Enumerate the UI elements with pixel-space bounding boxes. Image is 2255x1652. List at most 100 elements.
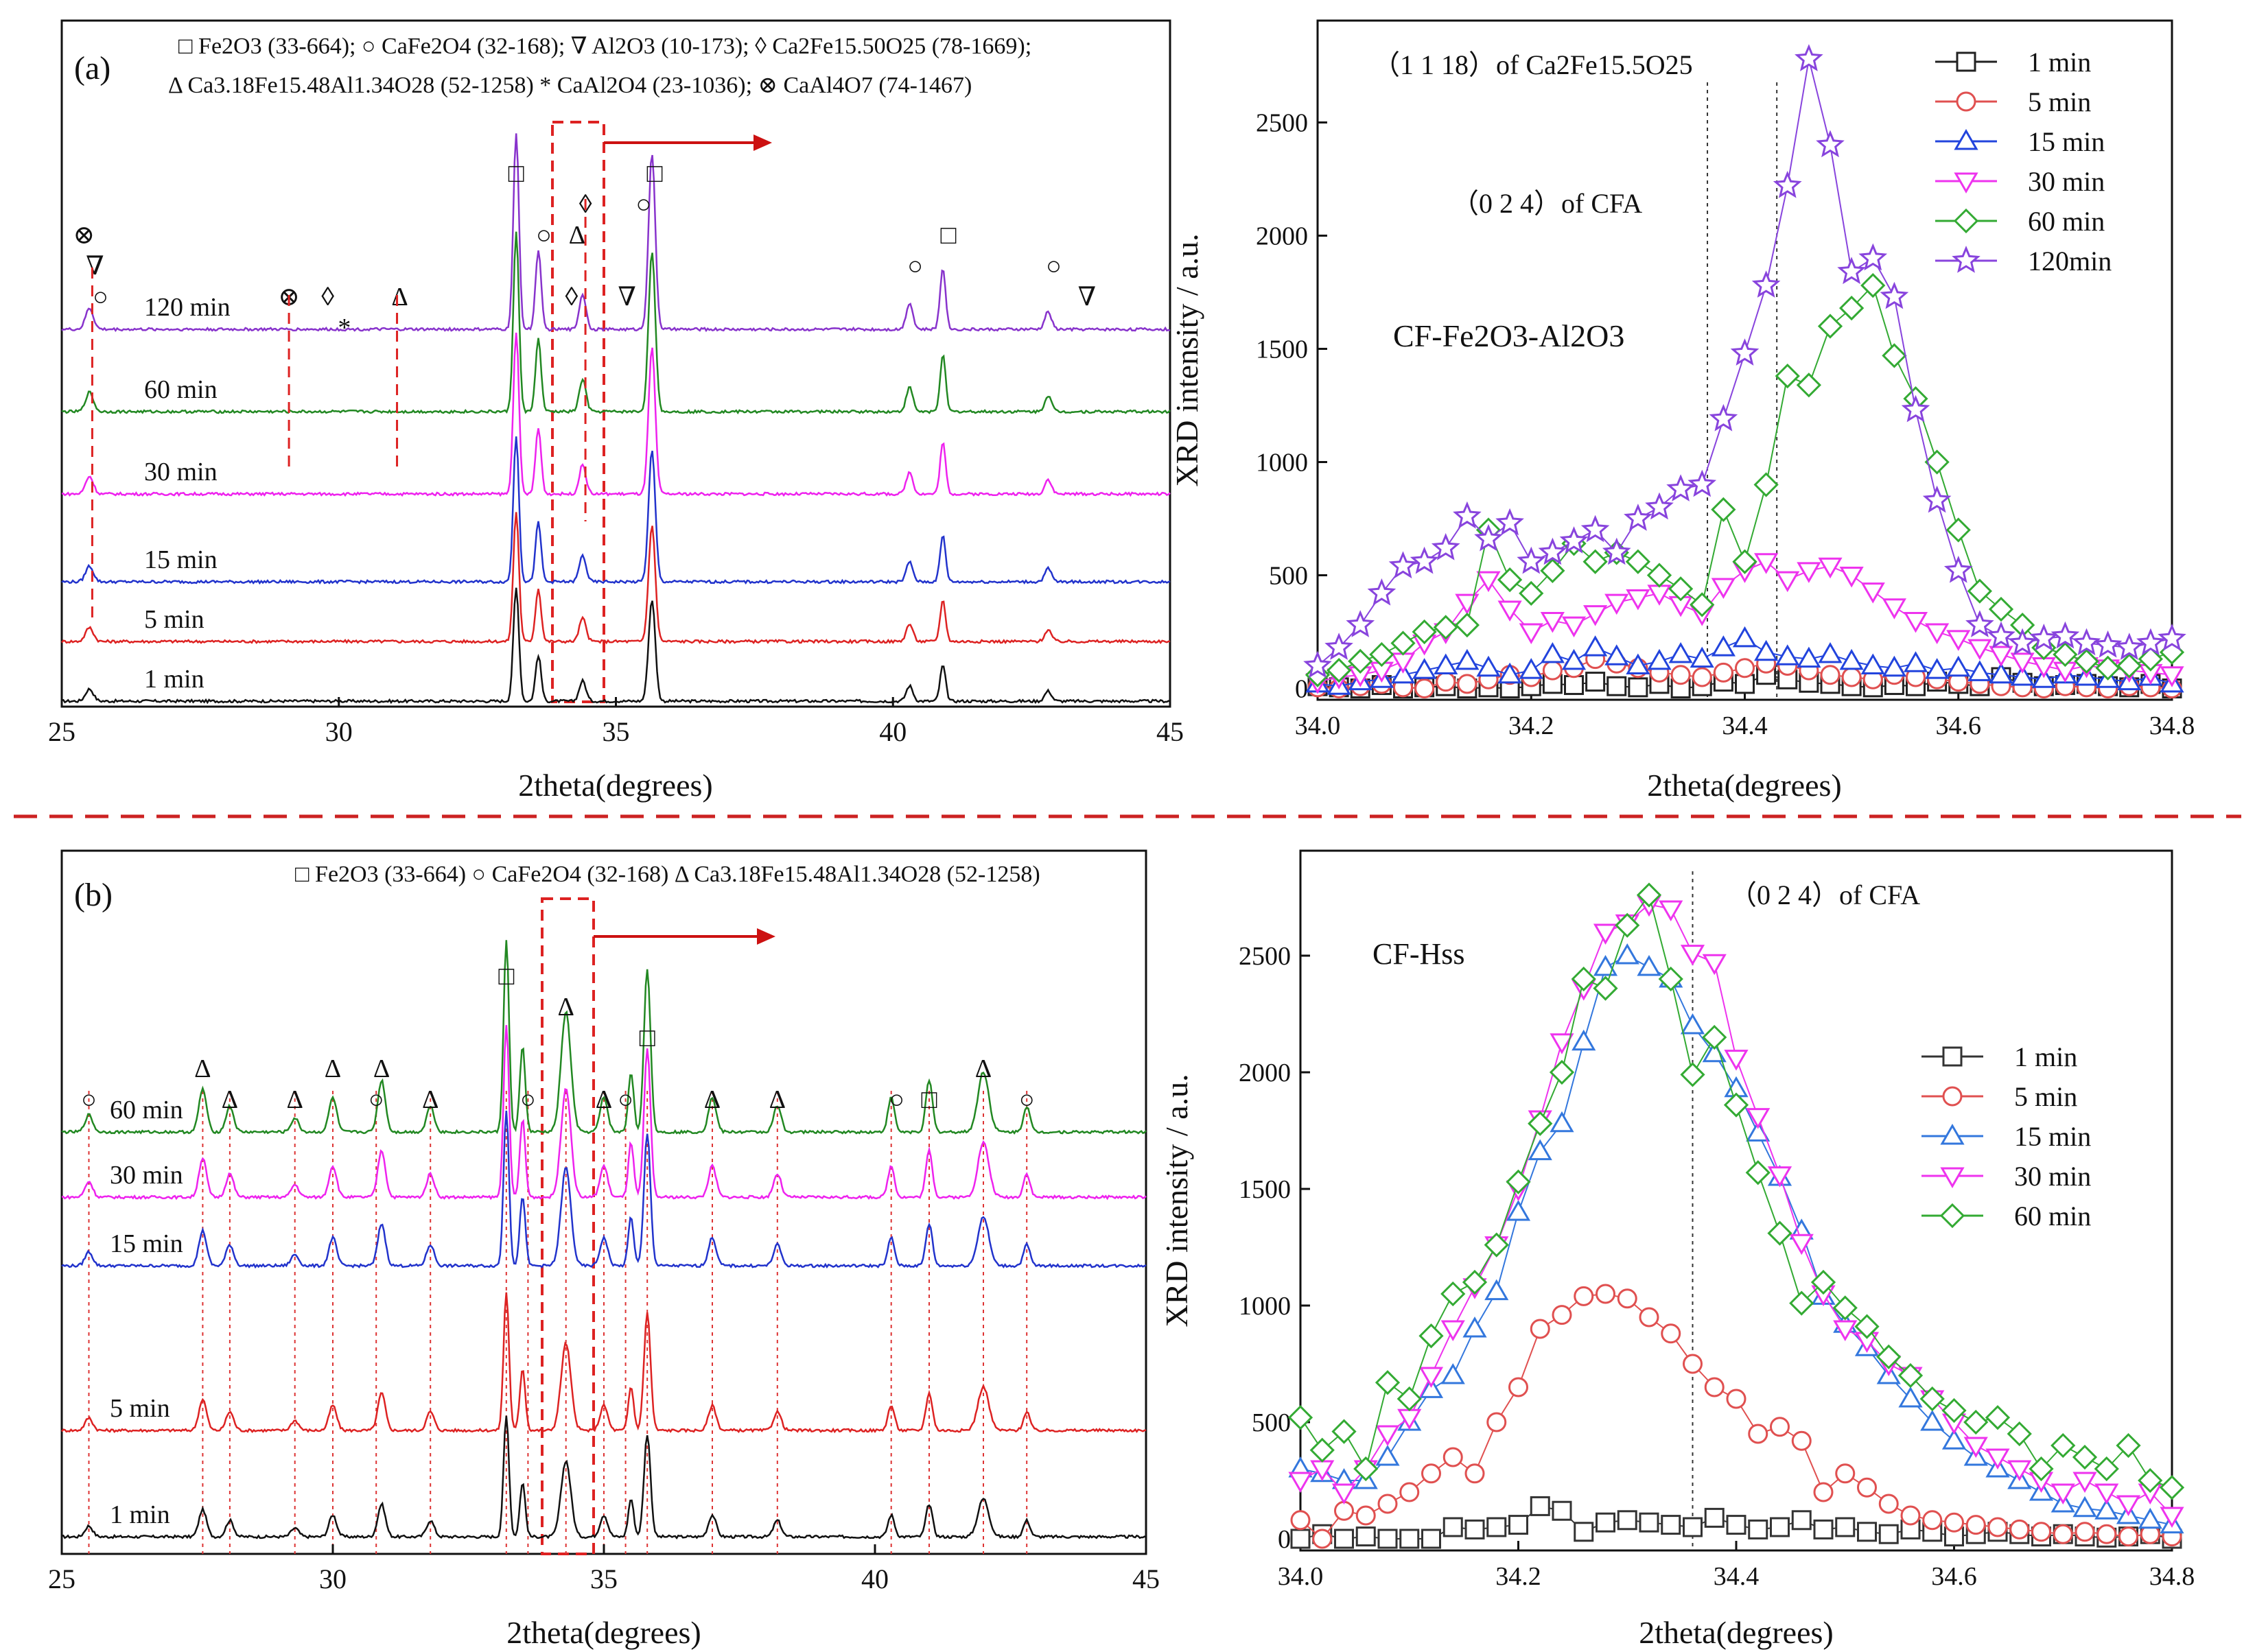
aR-point-30min-21 (1754, 553, 1779, 574)
bR-point-5min-36 (2075, 1522, 2095, 1542)
bR-point-60min-16 (1636, 882, 1662, 908)
bR-point-5min-4 (1377, 1494, 1398, 1514)
bR-point-1min-3 (1355, 1526, 1376, 1547)
bR-point-5min-13 (1574, 1286, 1594, 1306)
bR-point-5min-10 (1508, 1377, 1528, 1397)
bR-point-15min-8 (1462, 1316, 1487, 1338)
aR-point-15min-32 (1989, 662, 2013, 684)
aR-point-120min-24 (1816, 130, 1845, 158)
bR-point-30min-22 (1767, 1166, 1792, 1188)
aL-phase-marker-1: ∇ (86, 252, 104, 281)
aR-point-60min-17 (1668, 576, 1694, 602)
aR-point-120min-38 (2114, 633, 2144, 660)
aR-point-15min-16 (1647, 648, 1672, 670)
bR-point-15min-16 (1637, 954, 1661, 976)
aR-xtick-label-0: 34.0 (1295, 711, 1341, 740)
bR-ytick-label-0: 0 (1278, 1525, 1291, 1554)
aR-point-30min-12 (1561, 616, 1587, 638)
aR-point-15min-5 (1412, 658, 1437, 679)
aL-trace-5min (61, 512, 1171, 645)
aR-point-30min-9 (1497, 600, 1522, 622)
aR-xtick-label-2: 34.4 (1722, 711, 1768, 740)
bR-point-30min-4 (1375, 1425, 1400, 1447)
bR-point-1min-13 (1574, 1522, 1594, 1542)
bR-point-1min-19 (1704, 1507, 1725, 1528)
aR-point-15min-31 (1967, 660, 1992, 681)
bL-trace-1min (61, 1415, 1147, 1540)
bR-point-15min-14 (1593, 954, 1618, 976)
bR-ytick-label-4: 2000 (1239, 1059, 1291, 1087)
aR-point-60min-2 (1348, 648, 1373, 674)
chart-a-left-xlabel: 2theta(degrees) (518, 768, 713, 803)
bR-point-5min-34 (2031, 1522, 2051, 1542)
bR-xtick-label-2: 34.4 (1714, 1562, 1760, 1591)
aR-point-120min-6 (1431, 533, 1460, 560)
bR-point-30min-6 (1418, 1367, 1444, 1389)
bR-point-15min-18 (1680, 1013, 1705, 1035)
bL-trace-label-1min: 1 min (110, 1500, 170, 1529)
aR-point-60min-10 (1519, 580, 1544, 606)
aR-point-120min-9 (1495, 508, 1524, 536)
aR-point-15min-8 (1476, 655, 1501, 677)
aR-point-30min-19 (1711, 578, 1736, 600)
bR-point-30min-36 (2072, 1472, 2097, 1494)
chart-b-left-legend-line-1: □ Fe2O3 (33-664) ○ CaFe2O4 (32-168) Δ Ca… (295, 862, 1040, 887)
aL-phase-marker-16: □ (941, 221, 957, 250)
bL-phase-marker-2: Δ (222, 1085, 238, 1114)
aL-xtick-label-2: 35 (603, 716, 630, 747)
chart-b-left-xlabel: 2theta(degrees) (506, 1615, 701, 1650)
bR-point-5min-14 (1596, 1284, 1615, 1304)
bL-xtick-label-4: 45 (1132, 1564, 1160, 1594)
bR-point-5min-11 (1530, 1319, 1550, 1339)
bR-point-15min-39 (2138, 1507, 2162, 1529)
aR-point-60min-27 (1882, 343, 1907, 368)
aL-phase-marker-17: ○ (1046, 252, 1062, 281)
bR-point-5min-6 (1421, 1463, 1441, 1484)
aL-trace-30min (61, 332, 1171, 497)
aR-point-1min-15 (1628, 677, 1648, 698)
bR-point-30min-37 (2094, 1483, 2119, 1505)
chart-a-left-legend-line-2: Δ Ca3.18Fe15.48Al1.34O28 (52-1258) * CaA… (168, 73, 972, 98)
aR-point-120min-18 (1687, 469, 1717, 497)
aR-point-120min-27 (1880, 281, 1909, 309)
bR-ytick-label-3: 1500 (1239, 1175, 1291, 1204)
bL-trace-label-60min: 60 min (110, 1096, 183, 1124)
aR-point-30min-40 (2160, 666, 2184, 687)
aR-point-120min-40 (2158, 624, 2186, 651)
aR-point-15min-33 (2010, 664, 2035, 686)
aR-point-120min-23 (1795, 44, 1823, 71)
aR-point-5min-17 (1670, 665, 1691, 685)
aR-point-15min-12 (1561, 648, 1587, 670)
bR-point-15min-12 (1550, 1111, 1574, 1133)
aR-point-60min-31 (1967, 578, 1992, 604)
bR-point-15min-36 (2072, 1496, 2097, 1518)
aL-trace-label-15min: 15 min (144, 545, 218, 574)
bR-ytick-label-1: 500 (1252, 1408, 1291, 1437)
bR-point-1min-16 (1639, 1512, 1659, 1533)
bR-point-60min-29 (1919, 1386, 1945, 1412)
chart-a-right-xlabel: 2theta(degrees) (1647, 768, 1842, 803)
aL-phase-marker-12: ∇ (618, 283, 636, 311)
bR-point-60min-33 (2007, 1421, 2032, 1447)
aR-point-60min-30 (1946, 517, 1971, 543)
aR-point-30min-29 (1925, 623, 1950, 645)
aR-point-15min-15 (1626, 653, 1650, 674)
chart-a-right-title: CF-Fe2O3-Al2O3 (1393, 318, 1624, 353)
bR-point-1min-12 (1552, 1500, 1572, 1521)
bR-xtick-label-4: 34.8 (2149, 1562, 2195, 1591)
aR-legend-marker-30min (1954, 172, 1978, 194)
bR-point-1min-25 (1835, 1517, 1856, 1537)
aR-point-60min-26 (1860, 272, 1886, 298)
bL-phase-marker-3: Δ (286, 1085, 303, 1114)
bR-point-30min-14 (1593, 923, 1618, 945)
aR-xtick-label-3: 34.6 (1936, 711, 1982, 740)
aR-point-15min-28 (1903, 651, 1928, 672)
bR-point-5min-7 (1442, 1447, 1463, 1467)
bR-point-30min-35 (2050, 1483, 2075, 1505)
bR-point-5min-35 (2053, 1524, 2073, 1544)
aR-point-30min-30 (1946, 630, 1971, 651)
aL-phase-marker-10: Δ (569, 221, 585, 250)
aR-point-120min-35 (2050, 621, 2080, 649)
bR-point-15min-6 (1418, 1377, 1444, 1398)
bR-point-5min-22 (1770, 1417, 1790, 1437)
